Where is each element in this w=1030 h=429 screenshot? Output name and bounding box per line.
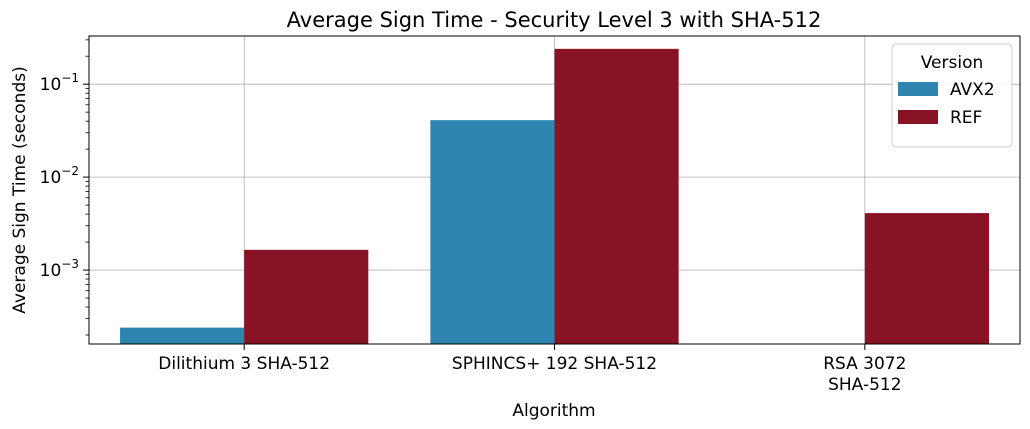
bar-ref	[864, 213, 989, 344]
y-axis-label: Average Sign Time (seconds)	[10, 66, 30, 313]
x-tick-label: SPHINCS+ 192 SHA-512	[452, 354, 657, 374]
bar-avx2	[430, 120, 555, 344]
y-axis-ticks: 10−3 10−2 10−1	[40, 39, 89, 336]
x-tick-label: SHA-512	[828, 375, 901, 395]
chart-title: Average Sign Time - Security Level 3 wit…	[287, 8, 822, 32]
legend-label-ref: REF	[950, 108, 982, 128]
x-axis-ticks: Dilithium 3 SHA-512 SPHINCS+ 192 SHA-512 R…	[158, 344, 906, 395]
legend-label-avx2: AVX2	[950, 80, 995, 100]
legend-title: Version	[921, 53, 984, 73]
x-tick-label: Dilithium 3 SHA-512	[158, 354, 330, 374]
legend: Version AVX2 REF	[891, 43, 1013, 148]
y-tick-label: 10−1	[40, 71, 79, 95]
x-axis-label: Algorithm	[512, 401, 595, 421]
bars	[120, 48, 989, 344]
legend-swatch-ref	[898, 110, 938, 124]
y-tick-label: 10−3	[40, 257, 79, 281]
bar-ref	[244, 249, 369, 344]
bar-ref	[554, 48, 679, 344]
y-tick-label: 10−2	[40, 164, 79, 188]
x-tick-label: RSA 3072	[823, 354, 906, 374]
legend-swatch-avx2	[898, 82, 938, 96]
bar-avx2	[120, 327, 245, 344]
